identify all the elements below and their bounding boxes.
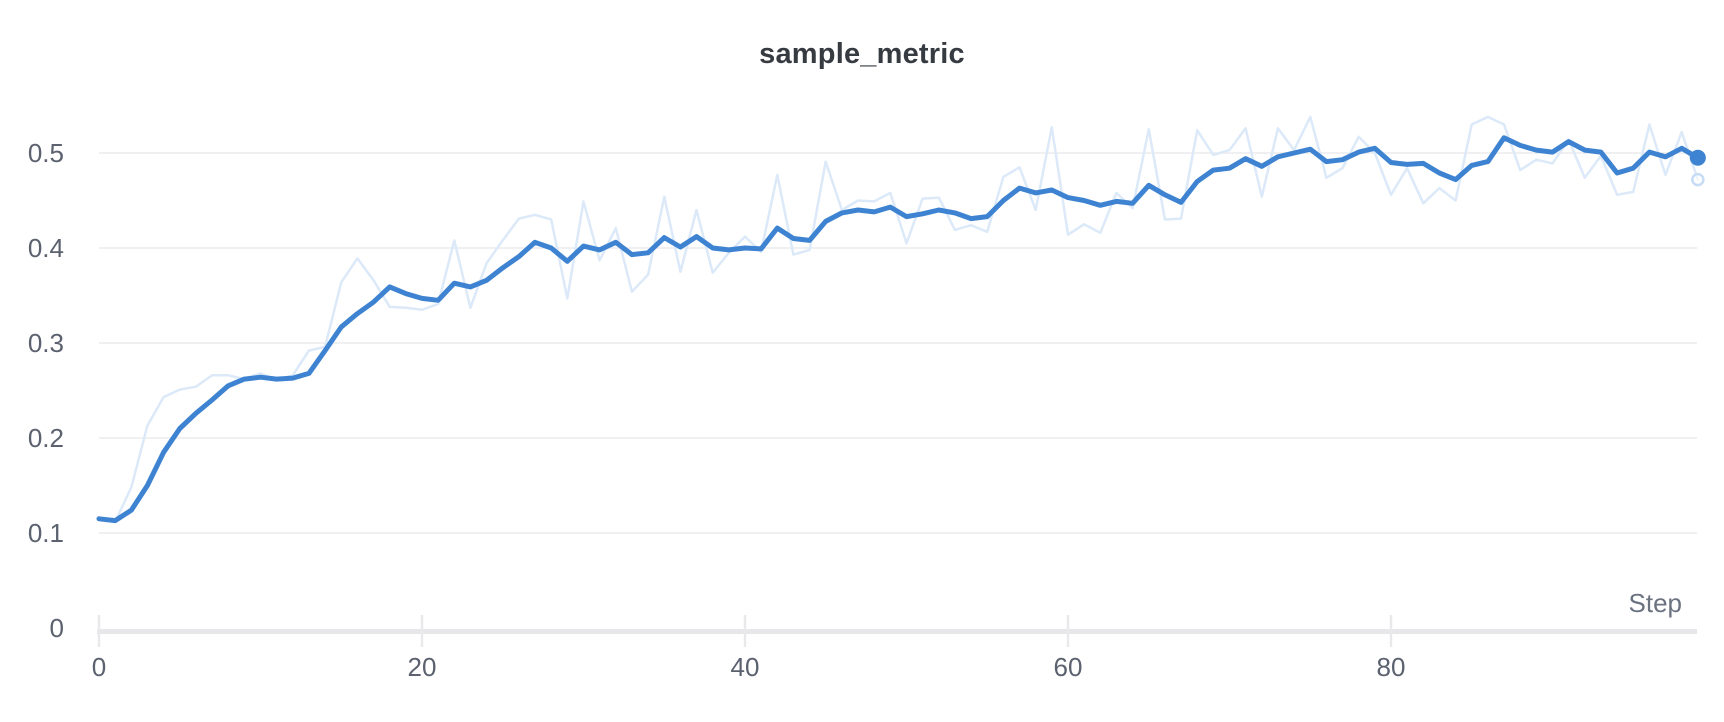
smoothed-series-line[interactable] bbox=[96, 135, 1701, 524]
y-tick-label: 0.4 bbox=[27, 233, 64, 263]
x-tick-label: 0 bbox=[91, 652, 107, 682]
x-tick-label: 80 bbox=[1376, 652, 1406, 682]
chart-title: sample_metric bbox=[759, 38, 965, 70]
y-tick-label: 0.3 bbox=[27, 328, 64, 358]
x-tick-label: 40 bbox=[730, 652, 760, 682]
x-tick-label: 20 bbox=[407, 652, 437, 682]
x-axis-label: Step bbox=[1628, 588, 1683, 618]
y-tick-label: 0.1 bbox=[27, 518, 64, 548]
raw-latest-point-ring[interactable] bbox=[1691, 172, 1705, 187]
y-tick-label: 0 bbox=[49, 613, 64, 643]
smoothed-latest-point-dot[interactable] bbox=[1689, 149, 1706, 166]
y-tick-label: 0.5 bbox=[27, 138, 64, 168]
raw-series-line[interactable] bbox=[97, 115, 1700, 523]
x-tick-label: 60 bbox=[1053, 652, 1083, 682]
y-tick-label: 0.2 bbox=[27, 423, 64, 453]
